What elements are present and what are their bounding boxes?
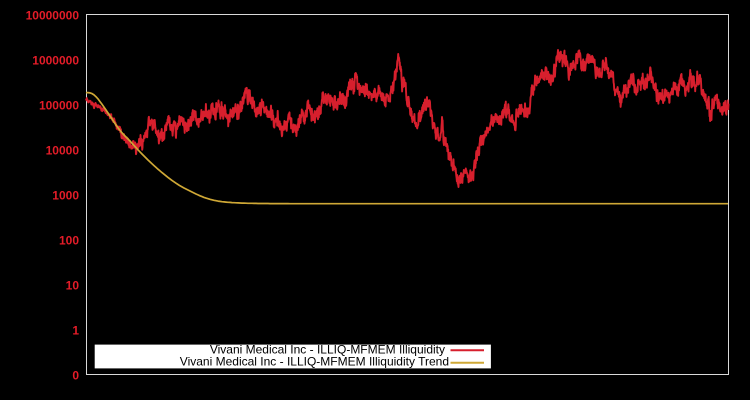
svg-text:1000000: 1000000 (32, 54, 79, 68)
svg-text:Vivani Medical Inc - ILLIQ-MFM: Vivani Medical Inc - ILLIQ-MFMEM Illiqui… (180, 355, 449, 369)
svg-text:10000000: 10000000 (26, 9, 80, 23)
svg-text:Vivani Medical Inc - ILLIQ-MFM: Vivani Medical Inc - ILLIQ-MFMEM Illiqui… (210, 342, 445, 356)
svg-text:10000: 10000 (46, 144, 80, 158)
svg-text:1000: 1000 (52, 189, 79, 203)
svg-text:1: 1 (72, 324, 79, 338)
svg-text:0: 0 (72, 369, 79, 383)
svg-text:10: 10 (66, 279, 80, 293)
svg-text:100000: 100000 (39, 99, 79, 113)
svg-text:100: 100 (59, 234, 79, 248)
